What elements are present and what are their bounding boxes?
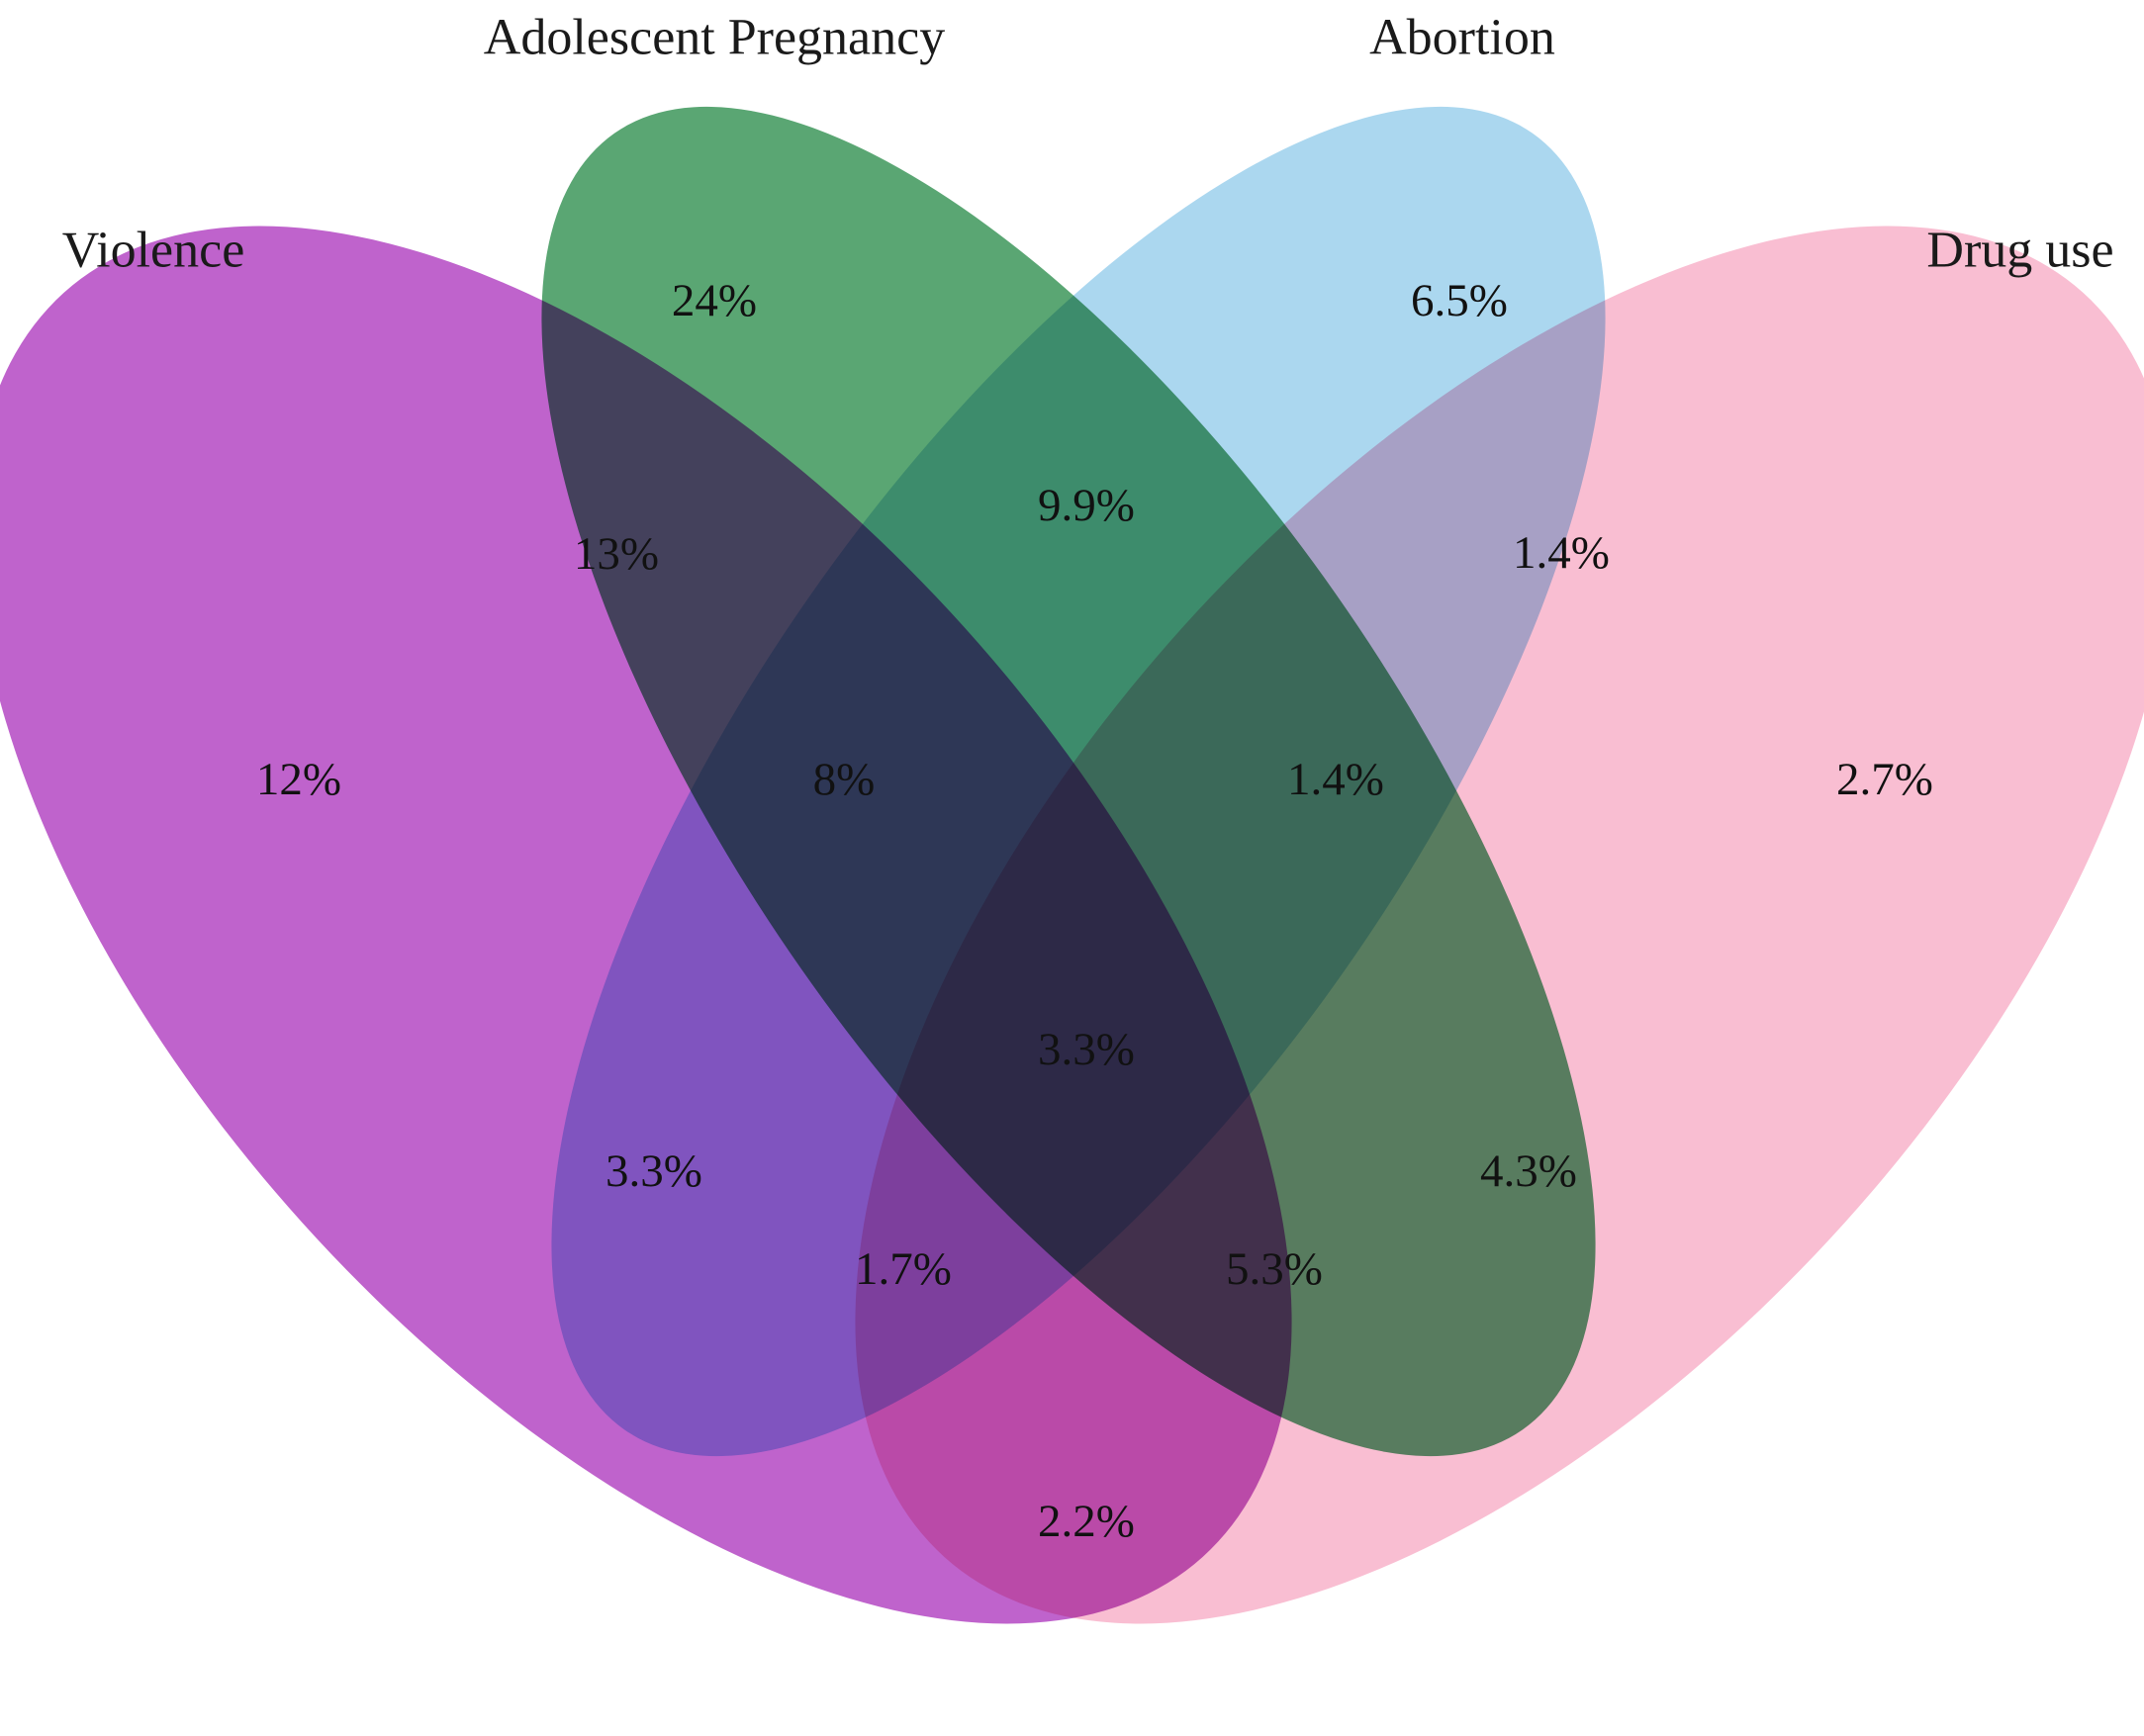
- region-label-drug-use-only: 2.7%: [1836, 754, 1933, 805]
- region-label-abortion-only: 6.5%: [1411, 275, 1508, 326]
- region-label-abortion-drug-use: 1.4%: [1513, 527, 1610, 579]
- region-labels: 12% 24% 6.5% 2.7% 13% 9.9% 1.4% 3.3% 4.3…: [256, 275, 1933, 1547]
- region-label-violence-adolescent: 13%: [574, 528, 659, 580]
- set-title-drug-use: Drug use: [1926, 223, 2113, 279]
- region-label-violence-abortion: 3.3%: [606, 1145, 702, 1197]
- set-titles: Violence Adolescent Pregnancy Abortion D…: [62, 10, 2114, 279]
- set-title-violence: Violence: [62, 223, 245, 279]
- set-title-abortion: Abortion: [1369, 10, 1555, 66]
- region-label-adolescent-pregnancy-only: 24%: [672, 275, 757, 326]
- region-label-violence-only: 12%: [256, 754, 341, 805]
- region-label-violence-adolescent-drug-use: 5.3%: [1226, 1243, 1323, 1295]
- region-label-adolescent-abortion-drug-use: 1.4%: [1287, 754, 1384, 805]
- region-label-violence-abortion-drug-use: 1.7%: [855, 1243, 952, 1295]
- region-label-violence-adolescent-abortion: 8%: [813, 754, 876, 805]
- abortion-set-ellipse: [551, 106, 1606, 1457]
- region-label-violence-drug-use: 2.2%: [1038, 1496, 1135, 1547]
- set-title-adolescent-pregnancy: Adolescent Pregnancy: [484, 10, 945, 66]
- region-label-adolescent-abortion: 9.9%: [1038, 480, 1135, 531]
- region-label-adolescent-drug-use: 4.3%: [1480, 1145, 1577, 1197]
- region-label-all-four-sets: 3.3%: [1038, 1024, 1135, 1075]
